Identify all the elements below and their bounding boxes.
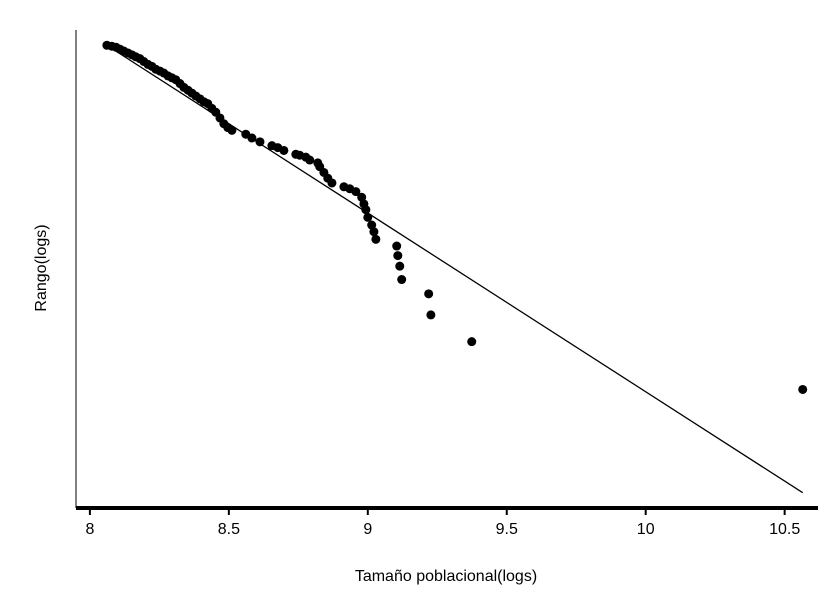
x-tick-label: 9 xyxy=(363,521,372,538)
point xyxy=(426,310,436,320)
point xyxy=(327,178,337,188)
point xyxy=(227,125,237,135)
point xyxy=(467,337,477,347)
y-axis-label: Rango(logs) xyxy=(33,224,50,311)
point xyxy=(392,241,402,251)
point xyxy=(363,212,373,222)
point xyxy=(305,155,315,165)
point xyxy=(369,227,379,237)
x-tick-label: 9.5 xyxy=(496,521,518,538)
point xyxy=(255,137,265,147)
x-tick-label: 8 xyxy=(85,521,94,538)
point xyxy=(393,251,403,261)
point xyxy=(247,133,257,143)
point xyxy=(397,275,407,285)
x-tick-label: 10 xyxy=(637,521,655,538)
point xyxy=(424,289,434,299)
point xyxy=(798,384,808,394)
point xyxy=(351,187,361,197)
point xyxy=(279,145,289,155)
x-tick-label: 10.5 xyxy=(769,521,800,538)
x-tick-label: 8.5 xyxy=(218,521,240,538)
point xyxy=(371,234,381,244)
point xyxy=(361,205,371,215)
point xyxy=(395,261,405,271)
x-axis-label: Tamaño poblacional(logs) xyxy=(355,568,537,585)
